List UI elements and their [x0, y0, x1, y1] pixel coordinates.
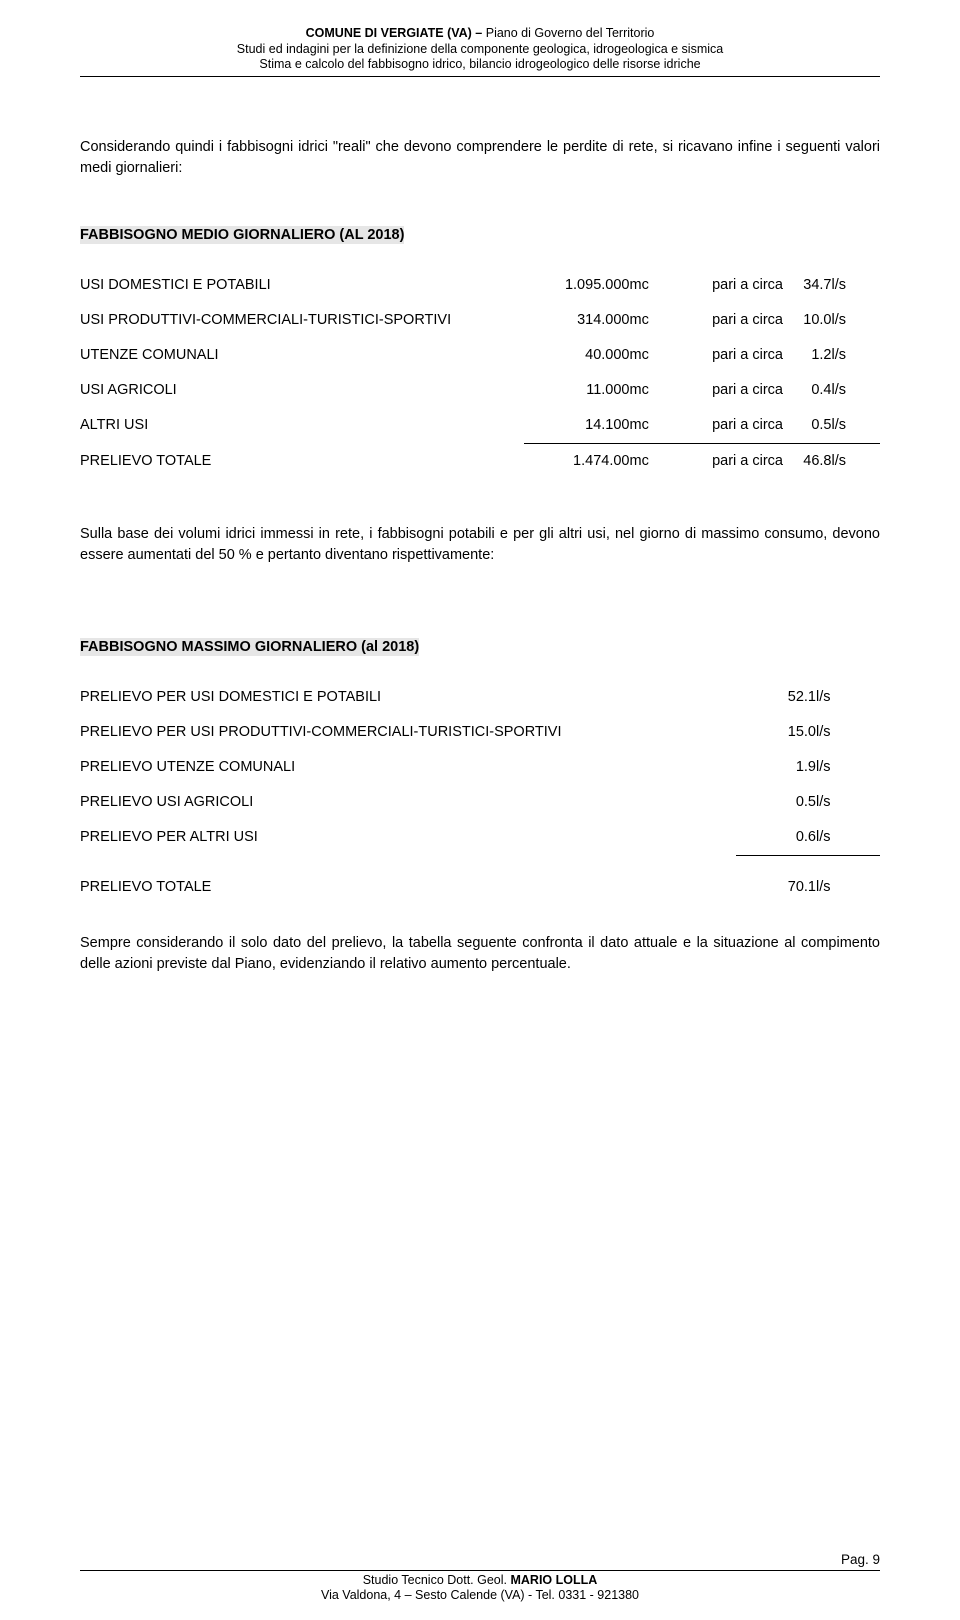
t1-unit: l/s	[831, 268, 880, 303]
t1-label: USI DOMESTICI E POTABILI	[80, 268, 524, 303]
table2: PRELIEVO PER USI DOMESTICI E POTABILI 52…	[80, 680, 880, 905]
paragraph-1: Considerando quindi i fabbisogni idrici …	[80, 137, 880, 179]
header-rest: Piano di Governo del Territorio	[486, 26, 655, 40]
header-bold: COMUNE DI VERGIATE (VA) –	[306, 26, 486, 40]
paragraph-3: Sempre considerando il solo dato del pre…	[80, 933, 880, 975]
footer-bold: MARIO LOLLA	[510, 1573, 597, 1587]
page: COMUNE DI VERGIATE (VA) – Piano di Gover…	[0, 0, 960, 1620]
t1-num: 1.095.000	[524, 268, 629, 303]
table-row: ALTRI USI 14.100 mc pari a circa 0.5 l/s	[80, 408, 880, 444]
header-line3: Stima e calcolo del fabbisogno idrico, b…	[259, 57, 700, 71]
table1-total-row: PRELIEVO TOTALE 1.474.00 mc pari a circa…	[80, 444, 880, 479]
footer-lines: Studio Tecnico Dott. Geol. MARIO LOLLA V…	[80, 1570, 880, 1604]
footer-page-number: Pag. 9	[80, 1550, 880, 1570]
table-row: PRELIEVO PER USI PRODUTTIVI-COMMERCIALI-…	[80, 715, 880, 750]
table-row: PRELIEVO PER ALTRI USI 0.6 l/s	[80, 820, 880, 856]
footer-pre: Studio Tecnico Dott. Geol.	[363, 1573, 511, 1587]
section2: FABBISOGNO MASSIMO GIORNALIERO (al 2018)…	[80, 636, 880, 905]
table2-divider	[80, 856, 880, 871]
table2-total-row: PRELIEVO TOTALE 70.1 l/s	[80, 870, 880, 905]
table-row: USI PRODUTTIVI-COMMERCIALI-TURISTICI-SPO…	[80, 303, 880, 338]
section1: FABBISOGNO MEDIO GIORNALIERO (AL 2018) U…	[80, 224, 880, 479]
table-row: USI DOMESTICI E POTABILI 1.095.000 mc pa…	[80, 268, 880, 303]
section1-title: FABBISOGNO MEDIO GIORNALIERO (AL 2018)	[80, 226, 404, 244]
table1: USI DOMESTICI E POTABILI 1.095.000 mc pa…	[80, 268, 880, 479]
paragraph-2: Sulla base dei volumi idrici immessi in …	[80, 524, 880, 566]
table-row: PRELIEVO USI AGRICOLI 0.5 l/s	[80, 785, 880, 820]
table-row: UTENZE COMUNALI 40.000 mc pari a circa 1…	[80, 338, 880, 373]
page-footer: Pag. 9 Studio Tecnico Dott. Geol. MARIO …	[80, 1550, 880, 1604]
footer-line2: Via Valdona, 4 – Sesto Calende (VA) - Te…	[321, 1588, 639, 1602]
t1-val: 34.7	[783, 268, 831, 303]
table-row: USI AGRICOLI 11.000 mc pari a circa 0.4 …	[80, 373, 880, 408]
t1-mc: mc	[629, 268, 669, 303]
t1-pari: pari a circa	[670, 268, 783, 303]
page-header: COMUNE DI VERGIATE (VA) – Piano di Gover…	[80, 26, 880, 77]
table-row: PRELIEVO PER USI DOMESTICI E POTABILI 52…	[80, 680, 880, 715]
header-line2: Studi ed indagini per la definizione del…	[237, 42, 723, 56]
section2-title: FABBISOGNO MASSIMO GIORNALIERO (al 2018)	[80, 638, 419, 656]
table-row: PRELIEVO UTENZE COMUNALI 1.9 l/s	[80, 750, 880, 785]
